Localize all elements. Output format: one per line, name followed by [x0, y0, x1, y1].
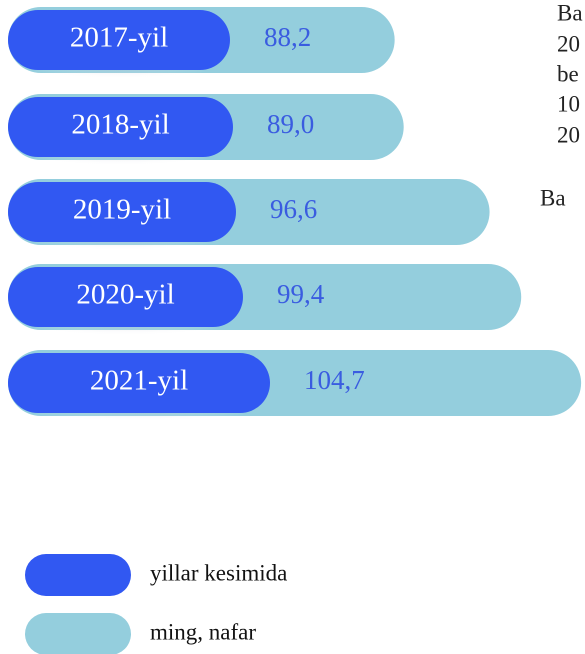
category-label: 2017-yil [70, 22, 168, 54]
side-text: Ba [557, 0, 583, 25]
side-text: Ba [540, 185, 566, 210]
legend-swatch [25, 554, 131, 596]
value-label: 89,0 [267, 109, 314, 139]
side-text: be [557, 61, 579, 86]
category-pill [8, 182, 236, 242]
value-label: 104,7 [304, 365, 365, 395]
category-pill [8, 97, 233, 157]
value-label: 96,6 [270, 194, 317, 224]
value-label: 88,2 [264, 22, 311, 52]
category-pill [8, 353, 270, 413]
side-text: 20 [557, 31, 580, 56]
category-label: 2019-yil [73, 194, 171, 226]
side-text: 10 [557, 91, 580, 116]
value-label: 99,4 [277, 279, 325, 309]
side-text: 20 [557, 122, 580, 147]
legend-label: ming, nafar [150, 619, 256, 644]
category-pill [8, 267, 243, 327]
category-pill [8, 10, 230, 70]
category-label: 2018-yil [71, 109, 169, 141]
category-label: 2021-yil [90, 365, 188, 397]
category-label: 2020-yil [76, 279, 174, 311]
legend-label: yillar kesimida [150, 560, 287, 585]
legend-swatch [25, 613, 131, 654]
